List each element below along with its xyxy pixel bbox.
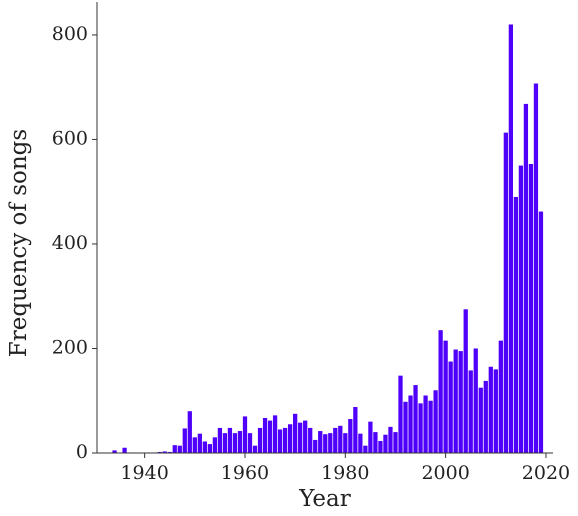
y-tick-label: 800 [52, 23, 88, 45]
y-tick-label: 600 [52, 127, 88, 149]
bar [428, 400, 433, 453]
bar [298, 422, 303, 453]
bar [488, 366, 493, 453]
bar [518, 165, 524, 453]
bar [187, 411, 192, 453]
bar [528, 164, 534, 453]
bar [232, 433, 238, 453]
bar [408, 395, 413, 453]
bar [272, 415, 278, 453]
bar [368, 421, 373, 453]
bar [182, 428, 187, 453]
bar [493, 369, 498, 453]
bar [523, 103, 529, 454]
y-tick-label: 400 [52, 232, 88, 254]
bar [252, 445, 258, 453]
bar [242, 416, 248, 453]
x-tick-label: 2000 [421, 462, 469, 484]
bar [343, 433, 348, 453]
bar [167, 451, 172, 453]
bar [378, 440, 383, 453]
bar [348, 419, 353, 453]
bar [308, 427, 313, 453]
bar [403, 401, 408, 453]
bar [468, 370, 473, 453]
bar [217, 427, 223, 453]
bar [288, 424, 293, 453]
bar [222, 433, 228, 453]
bar [257, 427, 263, 453]
bar [358, 433, 363, 453]
bar [418, 403, 423, 453]
bar [207, 444, 213, 453]
bar [333, 427, 338, 453]
bar [353, 407, 358, 453]
bar [338, 425, 343, 453]
bar [313, 439, 318, 453]
bar [478, 387, 483, 453]
bar [227, 427, 233, 453]
bar [423, 395, 428, 453]
bar [363, 445, 368, 453]
bar [192, 437, 197, 453]
y-tick-label: 0 [76, 441, 88, 463]
bar [388, 426, 393, 453]
bar [483, 380, 488, 453]
bar [318, 431, 323, 453]
bar [538, 211, 544, 453]
bar [237, 431, 243, 453]
bar [323, 434, 328, 453]
bar [197, 433, 202, 453]
bar [383, 434, 388, 453]
bar [282, 427, 288, 453]
bar [373, 432, 378, 453]
bar [438, 330, 443, 453]
x-tick-label: 2020 [522, 462, 570, 484]
bar [393, 432, 398, 453]
bar [413, 385, 418, 453]
bar [443, 340, 448, 453]
bar [122, 447, 127, 453]
bar [503, 132, 508, 453]
bar [212, 437, 218, 453]
x-tick-label: 1960 [221, 462, 269, 484]
bar [202, 441, 207, 453]
y-tick-label: 200 [52, 336, 88, 358]
bar [172, 445, 177, 453]
x-axis-label: Year [298, 486, 351, 512]
bar [177, 445, 182, 453]
x-tick-label: 1940 [120, 462, 168, 484]
bar [433, 390, 438, 453]
bar [303, 420, 308, 453]
bar [277, 429, 283, 453]
bar [533, 83, 539, 454]
bar [498, 340, 503, 453]
bar [328, 433, 333, 453]
bar [448, 361, 453, 453]
bar [513, 196, 519, 453]
bar [157, 451, 162, 453]
bar [508, 24, 513, 453]
bar [453, 349, 458, 453]
bar [162, 451, 167, 453]
bar [112, 450, 117, 453]
bar [262, 417, 268, 453]
bar [267, 420, 273, 453]
y-axis-label: Frequency of songs [6, 129, 32, 357]
x-tick-label: 1980 [321, 462, 369, 484]
bar [458, 351, 463, 453]
bar [463, 309, 468, 453]
bar [398, 375, 403, 453]
bar [293, 413, 298, 453]
bar [473, 348, 478, 453]
bar [247, 433, 253, 453]
